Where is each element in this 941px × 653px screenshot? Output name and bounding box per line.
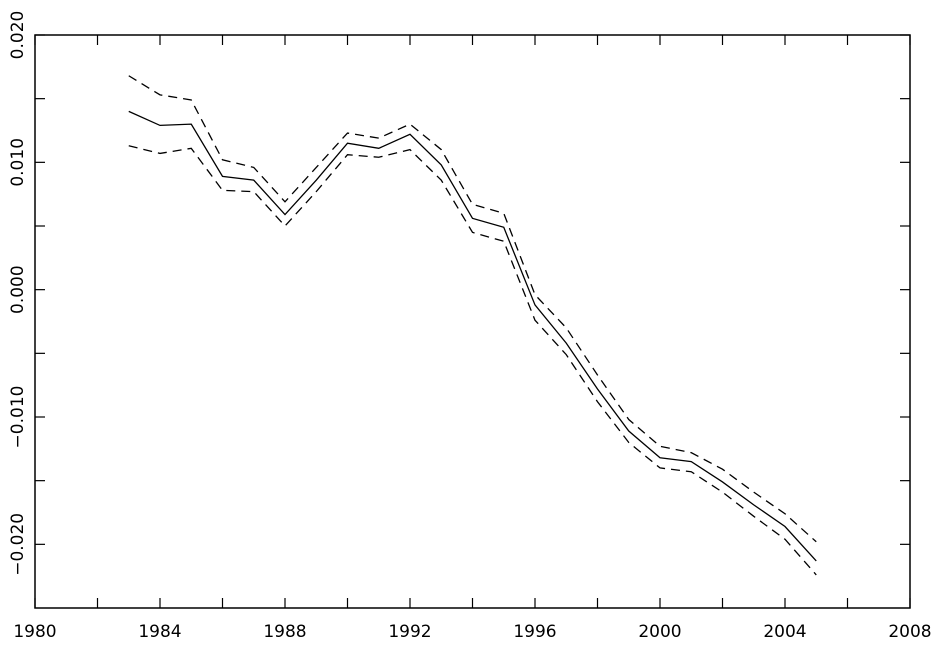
series-line: [128, 110, 817, 562]
y-tick-label: −0.020: [8, 513, 28, 576]
x-tick-label: 1992: [388, 622, 431, 642]
x-tick-label: 1996: [513, 622, 556, 642]
x-tick-label: 1980: [13, 622, 56, 642]
y-tick-label: 0.000: [8, 265, 28, 314]
x-tick-label: 2000: [638, 622, 681, 642]
y-tick-label: 0.020: [8, 11, 28, 60]
y-tick-label: 0.010: [8, 138, 28, 187]
series-line: [128, 145, 817, 576]
x-tick-label: 2004: [763, 622, 806, 642]
y-tick-label: −0.010: [8, 386, 28, 449]
x-tick-label: 1984: [138, 622, 181, 642]
series-line: [128, 75, 817, 543]
x-tick-label: 2008: [888, 622, 931, 642]
x-tick-label: 1988: [263, 622, 306, 642]
